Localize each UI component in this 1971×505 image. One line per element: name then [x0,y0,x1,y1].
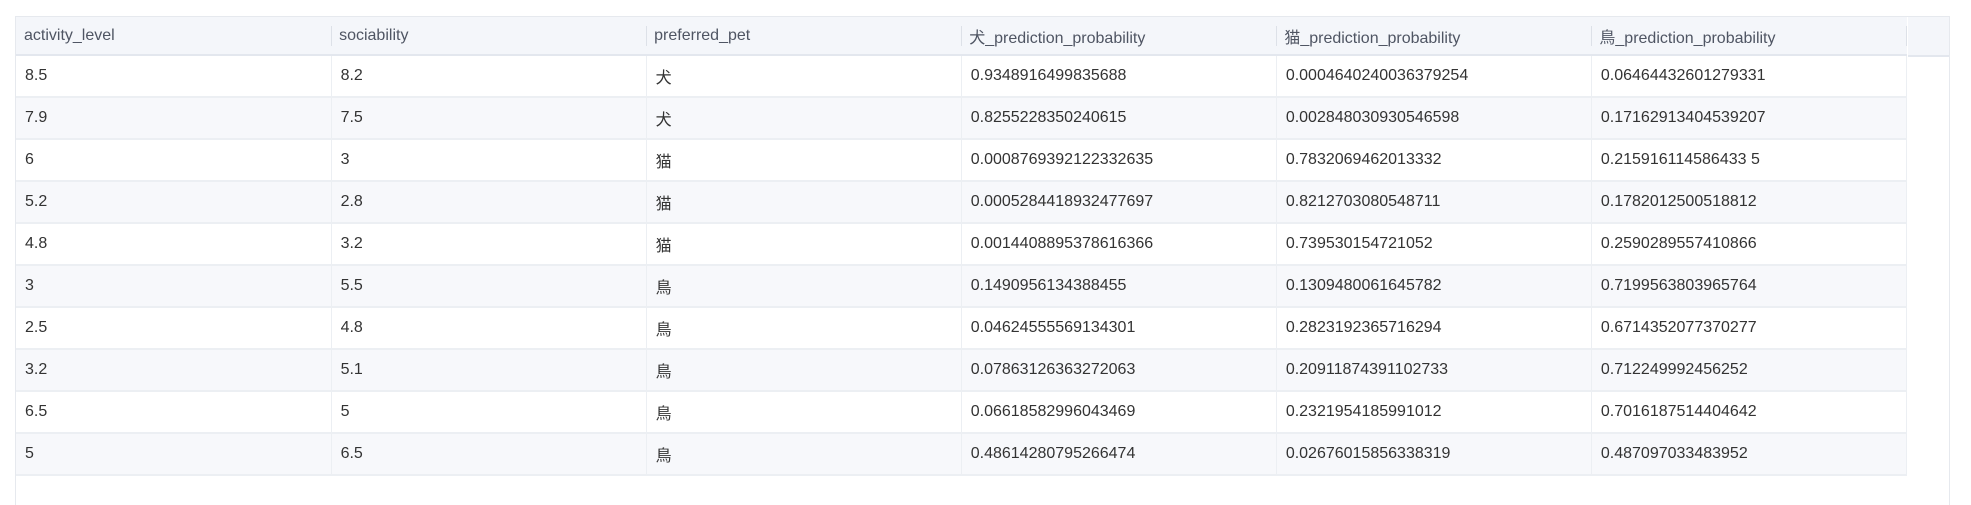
cell-activity-level: 5.2 [25,193,48,210]
cell-bird-probability: 0.7016187514404642 [1590,391,1908,433]
cell-sociability: 3 [330,139,647,181]
column-header-sociability[interactable]: sociability [331,17,646,55]
cell-preferred-pet: 鳥 [645,307,962,349]
cell-bird-probability: 0.17162913404539207 [1590,97,1908,139]
cell-dog-probability: 0.0014408895378616366 [960,223,1277,265]
cell-cat-probability: 0.2823192365716294 [1275,307,1592,349]
cell-preferred-pet: 鳥 [645,433,962,475]
cell-bird-probability: 0.6714352077370277 [1590,307,1908,349]
column-header-cat-probability[interactable]: 猫_prediction_probability [1276,17,1591,55]
cell-sociability: 7.5 [330,97,647,139]
table-row: 5.2 2.8 猫 0.0005284418932477697 0.8212703080… [16,181,1908,223]
cell-cat-probability: 0.1309480061645782 [1275,265,1592,307]
cell-preferred-pet: 鳥 [645,265,962,307]
cell-preferred-pet: 鳥 [645,349,962,391]
data-table: activity_level sociability preferred_pet… [16,17,1908,476]
cell-activity-level: 4.8 [25,235,48,252]
cell-dog-probability: 0.0008769392122332635 [960,139,1277,181]
cell-cat-probability: 0.0004640240036379254 [1275,55,1592,97]
cell-sociability: 8.2 [330,55,647,97]
cell-activity-level: 3.2 [25,361,48,378]
cell-dog-probability: 0.07863126363272063 [960,349,1277,391]
cell-sociability: 5.1 [330,349,647,391]
cell-activity-level: 8.5 [25,67,48,84]
cell-preferred-pet: 猫 [645,181,962,223]
header-filler [1908,17,1949,57]
cell-cat-probability: 0.20911874391102733 [1275,349,1592,391]
cell-bird-probability: 0.06464432601279331 [1590,55,1908,97]
cell-activity-level: 6 [25,151,34,168]
cell-dog-probability: 0.0005284418932477697 [960,181,1277,223]
cell-activity-level: 3 [25,277,34,294]
table-row: 3.2 5.1 鳥 0.07863126363272063 0.209118743911… [16,349,1908,391]
cell-preferred-pet: 犬 [645,55,962,97]
cell-bird-probability: 0.215916114586433 5 [1590,139,1908,181]
cell-cat-probability: 0.002848030930546598 [1275,97,1592,139]
cell-dog-probability: 0.8255228350240615 [960,97,1277,139]
table-row: 6 3 猫 0.0008769392122332635 0.78320694620133… [16,139,1908,181]
table-row: 4.8 3.2 猫 0.0014408895378616366 0.7395301547… [16,223,1908,265]
column-header-activity-level[interactable]: activity_level [24,26,115,44]
table-row: 8.5 8.2 犬 0.9348916499835688 0.0004640240036… [16,55,1908,97]
cell-preferred-pet: 鳥 [645,391,962,433]
cell-cat-probability: 0.2321954185991012 [1275,391,1592,433]
cell-dog-probability: 0.9348916499835688 [960,55,1277,97]
cell-sociability: 6.5 [330,433,647,475]
table-row: 7.9 7.5 犬 0.8255228350240615 0.0028480309305… [16,97,1908,139]
cell-preferred-pet: 猫 [645,139,962,181]
cell-activity-level: 6.5 [25,403,48,420]
cell-dog-probability: 0.48614280795266474 [960,433,1277,475]
cell-bird-probability: 0.487097033483952 [1590,433,1908,475]
cell-bird-probability: 0.7199563803965764 [1590,265,1908,307]
cell-activity-level: 7.9 [25,109,48,126]
cell-bird-probability: 0.712249992456252 [1590,349,1908,391]
table-row: 3 5.5 鳥 0.1490956134388455 0.130948006164578… [16,265,1908,307]
cell-preferred-pet: 猫 [645,223,962,265]
column-header-preferred-pet[interactable]: preferred_pet [646,17,961,55]
cell-activity-level: 5 [25,445,34,462]
cell-cat-probability: 0.7832069462013332 [1275,139,1592,181]
cell-cat-probability: 0.8212703080548711 [1275,181,1592,223]
cell-sociability: 5 [330,391,647,433]
cell-dog-probability: 0.06618582996043469 [960,391,1277,433]
cell-activity-level: 2.5 [25,319,48,336]
header-row: activity_level sociability preferred_pet… [16,17,1907,55]
table-row: 6.5 5 鳥 0.06618582996043469 0.23219541859910… [16,391,1908,433]
cell-sociability: 3.2 [330,223,647,265]
cell-cat-probability: 0.739530154721052 [1275,223,1592,265]
cell-sociability: 5.5 [330,265,647,307]
column-header-dog-probability[interactable]: 犬_prediction_probability [961,17,1276,55]
table-row: 5 6.5 鳥 0.48614280795266474 0.02676015856338… [16,433,1908,475]
column-header-bird-probability[interactable]: 鳥_prediction_probability [1591,17,1907,55]
cell-bird-probability: 0.1782012500518812 [1590,181,1908,223]
cell-sociability: 2.8 [330,181,647,223]
cell-sociability: 4.8 [330,307,647,349]
cell-bird-probability: 0.2590289557410866 [1590,223,1908,265]
cell-dog-probability: 0.1490956134388455 [960,265,1277,307]
cell-preferred-pet: 犬 [645,97,962,139]
cell-cat-probability: 0.02676015856338319 [1275,433,1592,475]
data-table-container: activity_level sociability preferred_pet… [15,16,1950,505]
table-row: 2.5 4.8 鳥 0.04624555569134301 0.282319236571… [16,307,1908,349]
cell-dog-probability: 0.04624555569134301 [960,307,1277,349]
